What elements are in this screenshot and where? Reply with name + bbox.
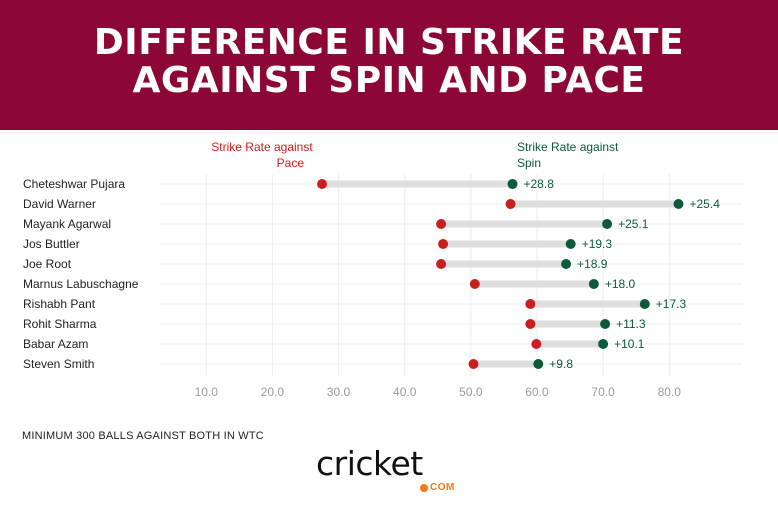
player-name-label: Babar Azam xyxy=(23,337,88,351)
player-name-label: Joe Root xyxy=(23,257,72,271)
chart-title: DIFFERENCE IN STRIKE RATE AGAINST SPIN A… xyxy=(0,24,778,100)
difference-value-label: +18.9 xyxy=(577,257,608,271)
spin-strike-rate-dot xyxy=(561,259,572,269)
x-axis-ticks: 10.0 20.0 30.0 40.0 50.0 60.0 70.0 80.0 xyxy=(195,385,682,399)
player-name-label: Rohit Sharma xyxy=(23,317,97,331)
x-tick-label: 80.0 xyxy=(658,385,682,399)
pace-strike-rate-dot xyxy=(505,199,516,209)
spin-strike-rate-dot xyxy=(639,299,650,309)
x-tick-label: 10.0 xyxy=(195,385,219,399)
difference-value-label: +11.3 xyxy=(616,317,646,331)
player-name-label: Marnus Labuschagne xyxy=(23,277,139,291)
logo-com-label: COM xyxy=(430,482,455,493)
difference-value-label: +19.3 xyxy=(582,237,613,251)
dumbbell-chart: Strike Rate against Pace Strike Rate aga… xyxy=(23,140,742,399)
logo-ball-icon xyxy=(420,484,428,492)
logo-wordmark: cricket xyxy=(316,444,423,483)
spin-strike-rate-dot xyxy=(673,199,684,209)
difference-value-label: +17.3 xyxy=(656,297,687,311)
spin-strike-rate-dot xyxy=(588,279,599,289)
title-banner: DIFFERENCE IN STRIKE RATE AGAINST SPIN A… xyxy=(0,0,778,130)
player-name-label: Jos Buttler xyxy=(23,237,80,251)
x-tick-label: 30.0 xyxy=(327,385,351,399)
x-tick-label: 20.0 xyxy=(261,385,285,399)
legend-spin-label-line-1: Strike Rate against xyxy=(517,140,619,154)
difference-value-label: +18.0 xyxy=(605,277,636,291)
x-tick-label: 70.0 xyxy=(591,385,615,399)
difference-value-label: +25.1 xyxy=(618,217,649,231)
player-name-label: Rishabh Pant xyxy=(23,297,96,311)
x-tick-label: 60.0 xyxy=(525,385,549,399)
player-name-label: David Warner xyxy=(23,197,96,211)
spin-strike-rate-dot xyxy=(565,239,576,249)
spin-strike-rate-dot xyxy=(533,359,544,369)
cricket-com-logo: cricket COM xyxy=(316,446,466,494)
pace-strike-rate-dot xyxy=(469,279,480,289)
pace-strike-rate-dot xyxy=(525,319,536,329)
difference-value-label: +25.4 xyxy=(690,197,721,211)
pace-strike-rate-dot xyxy=(317,179,328,189)
x-tick-label: 50.0 xyxy=(459,385,483,399)
difference-value-label: +10.1 xyxy=(614,337,645,351)
player-name-label: Mayank Agarwal xyxy=(23,217,111,231)
difference-value-label: +9.8 xyxy=(549,357,573,371)
legend-spin-label-line-2: Spin xyxy=(517,156,541,170)
pace-strike-rate-dot xyxy=(525,299,536,309)
player-name-label: Cheteshwar Pujara xyxy=(23,177,125,191)
player-name-label: Steven Smith xyxy=(23,357,94,371)
spin-strike-rate-dot xyxy=(602,219,613,229)
pace-strike-rate-dot xyxy=(438,239,449,249)
legend-pace-label-line-1: Strike Rate against xyxy=(211,140,313,154)
spin-strike-rate-dot xyxy=(598,339,609,349)
pace-strike-rate-dot xyxy=(468,359,479,369)
title-line-1: DIFFERENCE IN STRIKE RATE xyxy=(93,22,685,63)
legend-pace-label-line-2: Pace xyxy=(277,156,305,170)
pace-strike-rate-dot xyxy=(436,259,447,269)
pace-strike-rate-dot xyxy=(531,339,542,349)
pace-strike-rate-dot xyxy=(436,219,447,229)
spin-strike-rate-dot xyxy=(507,179,518,189)
title-line-2: AGAINST SPIN AND PACE xyxy=(132,60,646,101)
x-tick-label: 40.0 xyxy=(393,385,417,399)
difference-value-label: +28.8 xyxy=(524,177,555,191)
footnote: MINIMUM 300 BALLS AGAINST BOTH IN WTC xyxy=(22,430,264,442)
player-rows: Cheteshwar Pujara +28.8 David Warner +25.4 M… xyxy=(23,177,720,371)
spin-strike-rate-dot xyxy=(600,319,611,329)
